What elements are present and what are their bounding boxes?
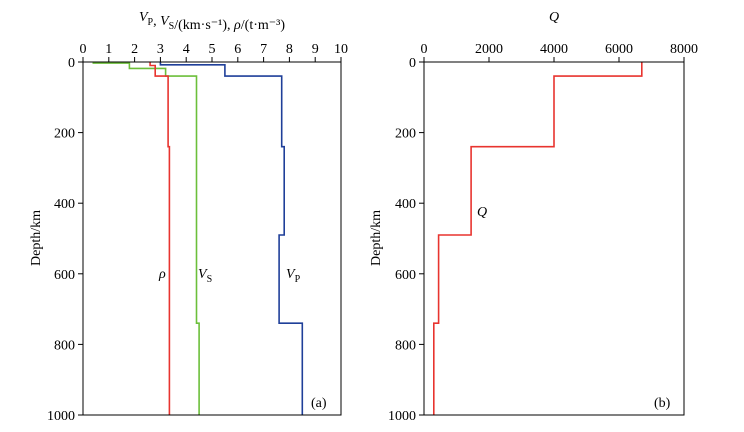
- series-line-vs: [92, 62, 200, 415]
- series-label-q: Q: [477, 205, 487, 220]
- panel-b: 0 2000 4000 6000 8000 0 200 400 600 800 1000 Q De…: [369, 10, 698, 424]
- panel-a: 0 1 2 3 4 5 6 7 8 9 10 0 200 400 600 800 1000 VP, VS/(k…: [29, 10, 348, 424]
- series-label-vp: VP: [286, 267, 301, 285]
- panel-b-y-ticks: 0 200 400 600 800 1000: [388, 56, 424, 424]
- y-tick-label: 200: [395, 127, 416, 142]
- x-tick-label: 0: [421, 42, 428, 57]
- x-tick-label: 1: [105, 42, 112, 57]
- x-tick-label: 0: [80, 42, 87, 57]
- x-tick-label: 8: [286, 42, 293, 57]
- x-tick-label: 3: [157, 42, 164, 57]
- panel-a-label: (a): [311, 396, 327, 411]
- panel-a-x-title: VP, VS/(km·s⁻¹), ρ/(t·m⁻³): [139, 10, 285, 33]
- x-tick-label: 6: [234, 42, 241, 57]
- panel-b-x-title: Q: [549, 10, 559, 25]
- x-tick-label: 7: [260, 42, 267, 57]
- y-tick-label: 400: [395, 197, 416, 212]
- x-tick-label: 9: [312, 42, 319, 57]
- y-tick-label: 400: [54, 197, 75, 212]
- panel-b-y-title: Depth/km: [369, 210, 384, 266]
- panel-b-plot-area: [433, 62, 643, 415]
- series-label-rho: ρ: [158, 267, 166, 282]
- y-tick-label: 600: [54, 268, 75, 283]
- series-line-vp: [159, 62, 304, 415]
- x-tick-label: 2: [131, 42, 138, 57]
- panel-a-y-title: Depth/km: [29, 210, 44, 266]
- y-tick-label: 0: [68, 56, 75, 71]
- y-tick-label: 800: [395, 338, 416, 353]
- y-tick-label: 1000: [47, 409, 75, 424]
- series-label-vs: VS: [198, 267, 212, 285]
- x-tick-label: 6000: [605, 42, 633, 57]
- y-tick-label: 600: [395, 268, 416, 283]
- x-tick-label: 5: [209, 42, 216, 57]
- panel-a-x-title-text: VP, VS/(km·s⁻¹), ρ/(t·m⁻³): [139, 10, 285, 33]
- y-tick-label: 0: [409, 56, 416, 71]
- series-line-q: [433, 62, 643, 415]
- y-tick-label: 1000: [388, 409, 416, 424]
- x-tick-label: 8000: [670, 42, 698, 57]
- panel-a-x-ticks: 0 1 2 3 4 5 6 7 8 9 10: [80, 42, 348, 62]
- x-tick-label: 2000: [475, 42, 503, 57]
- x-tick-label: 4: [183, 42, 190, 57]
- y-tick-label: 200: [54, 127, 75, 142]
- series-line-rho: [149, 62, 171, 415]
- y-tick-label: 800: [54, 338, 75, 353]
- panel-b-x-ticks: 0 2000 4000 6000 8000: [421, 42, 698, 62]
- x-tick-label: 10: [334, 42, 348, 57]
- x-tick-label: 4000: [540, 42, 568, 57]
- panel-a-y-ticks: 0 200 400 600 800 1000: [47, 56, 83, 424]
- panel-b-label: (b): [654, 396, 671, 411]
- panel-a-plot-area: [92, 62, 304, 415]
